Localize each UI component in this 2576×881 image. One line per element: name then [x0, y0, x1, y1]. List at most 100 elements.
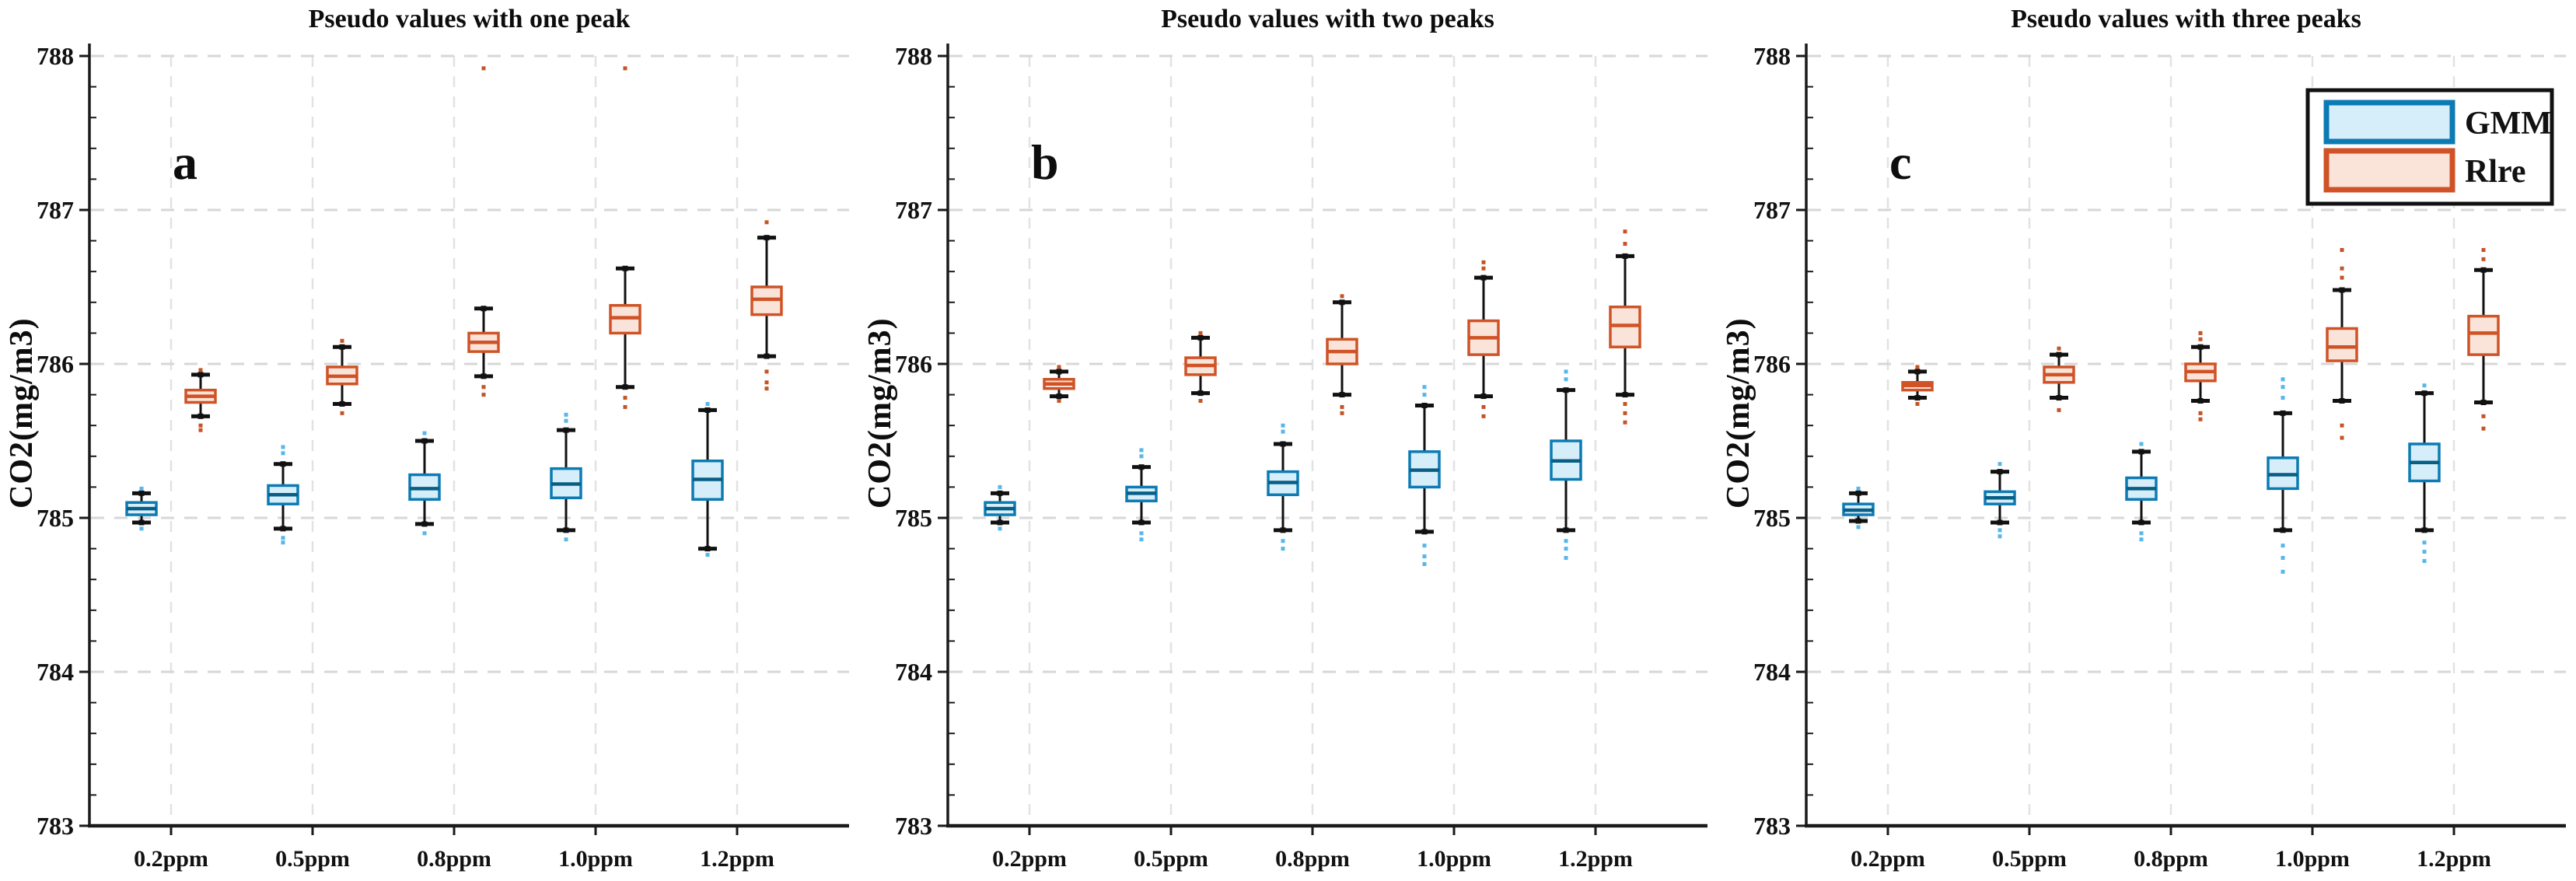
box-rlre-0.2ppm: [1901, 365, 1934, 406]
box-rlre-0.8ppm: [467, 66, 500, 397]
outlier-point: [2057, 407, 2061, 412]
box-rlre-0.2ppm: [184, 368, 217, 432]
outlier-point: [2057, 346, 2061, 351]
x-tick-label: 0.2ppm: [134, 846, 208, 872]
box-rlre-1.0ppm: [609, 66, 641, 409]
outlier-point: [422, 531, 427, 536]
outlier-point: [1564, 547, 1568, 551]
panel-a: CO2(mg/m3) 783 784 785 786 787 788 0.2ppm 0.5pp…: [0, 0, 858, 881]
box-gmm-0.5ppm: [1125, 448, 1158, 542]
outlier-point: [1198, 399, 1203, 404]
outlier-point: [1915, 401, 1920, 406]
x-tick-label: 1.2ppm: [1558, 846, 1633, 872]
outlier-point: [1422, 544, 1427, 548]
legend-swatch-gmm: [2323, 100, 2455, 145]
outlier-point: [1057, 365, 1061, 369]
outlier-point: [281, 451, 285, 456]
outlier-point: [2198, 411, 2203, 415]
legend-label: GMM: [2465, 106, 2552, 142]
box-gmm-1.0ppm: [550, 412, 582, 542]
outlier-point: [281, 536, 285, 540]
outlier-point: [705, 401, 710, 406]
x-tick-label: 1.2ppm: [700, 846, 774, 872]
x-tick-label: 1.0ppm: [558, 846, 633, 872]
outlier-point: [764, 380, 769, 385]
x-tick-label: 1.0ppm: [2275, 846, 2350, 872]
outlier-point: [1915, 365, 1920, 369]
box-gmm-1.0ppm: [2267, 377, 2299, 574]
outlier-point: [764, 220, 769, 225]
outlier-point: [1198, 330, 1203, 335]
outlier-point: [198, 428, 203, 432]
outlier-point: [2281, 396, 2285, 400]
outlier-point: [764, 386, 769, 391]
outlier-point: [1998, 462, 2002, 467]
outlier-point: [2139, 537, 2144, 542]
outlier-point: [1422, 561, 1427, 566]
outlier-point: [1623, 420, 1627, 425]
outlier-point: [1340, 411, 1344, 415]
outlier-point: [1623, 401, 1627, 406]
panel-letter-a: a: [173, 135, 197, 190]
outlier-point: [1564, 369, 1568, 374]
outlier-point: [2340, 247, 2344, 252]
axes: 783 784 785 786 787 788 0.2ppm 0.5ppm 0.8ppm 1.0p…: [895, 42, 1707, 872]
outlier-point: [2481, 426, 2486, 431]
x-tick-label: 1.0ppm: [1417, 846, 1491, 872]
chart-title: Pseudo values with one peak: [308, 5, 631, 33]
outlier-point: [481, 385, 486, 390]
y-tick-label: 784: [895, 658, 932, 686]
outlier-point: [2422, 383, 2427, 388]
outlier-point: [2340, 266, 2344, 271]
outlier-point: [1281, 423, 1285, 428]
outlier-point: [1340, 294, 1344, 299]
outlier-point: [2281, 385, 2285, 390]
outlier-point: [2281, 544, 2285, 548]
outlier-point: [422, 431, 427, 435]
box-gmm-0.5ppm: [1984, 462, 2016, 539]
box-gmm-0.8ppm: [2125, 442, 2158, 542]
outlier-point: [1057, 399, 1061, 404]
outlier-point: [2281, 377, 2285, 382]
x-tick-label: 0.8ppm: [417, 846, 491, 872]
outlier-point: [1564, 539, 1568, 544]
box-gmm-0.8ppm: [1267, 423, 1299, 551]
chart-title: Pseudo values with three peaks: [2011, 5, 2361, 33]
outlier-point: [2198, 337, 2203, 341]
outlier-point: [1481, 266, 1486, 271]
outlier-point: [340, 338, 344, 343]
panel-letter-c: c: [1889, 135, 1912, 190]
box-gmm-0.2ppm: [1842, 486, 1875, 530]
y-tick-label: 784: [1753, 658, 1791, 686]
box-rlre-0.5ppm: [326, 338, 358, 415]
y-tick-label: 786: [1753, 350, 1791, 378]
panel-b: CO2(mg/m3) 783 784 785 786 787 788 0.2ppm 0.5pp…: [858, 0, 1717, 881]
gridlines: [91, 54, 849, 823]
panel-letter-b: b: [1031, 135, 1059, 190]
outlier-point: [1856, 486, 1861, 491]
y-tick-label: 788: [37, 42, 74, 70]
outlier-point: [1481, 260, 1486, 264]
y-tick-label: 786: [895, 350, 932, 378]
outlier-point: [2198, 330, 2203, 335]
outlier-point: [2198, 417, 2203, 421]
x-tick-label: 1.2ppm: [2417, 846, 2491, 872]
outlier-point: [998, 484, 1002, 489]
outlier-point: [1139, 448, 1144, 453]
box-gmm-1.2ppm: [691, 401, 724, 558]
outlier-point: [564, 412, 568, 417]
outlier-point: [340, 411, 344, 415]
box-gmm-1.0ppm: [1408, 385, 1441, 566]
outlier-point: [1281, 429, 1285, 434]
box-gmm-0.8ppm: [408, 431, 441, 536]
box-rlre-1.2ppm: [1609, 229, 1641, 425]
y-tick-label: 787: [1753, 196, 1791, 224]
outlier-point: [2340, 423, 2344, 428]
outlier-point: [564, 418, 568, 423]
legend-label: Rlre: [2465, 154, 2526, 190]
outlier-point: [1281, 547, 1285, 551]
outlier-point: [1998, 528, 2002, 533]
box-rlre-1.0ppm: [2326, 247, 2358, 440]
y-tick-label: 784: [37, 658, 74, 686]
outlier-point: [623, 396, 627, 400]
